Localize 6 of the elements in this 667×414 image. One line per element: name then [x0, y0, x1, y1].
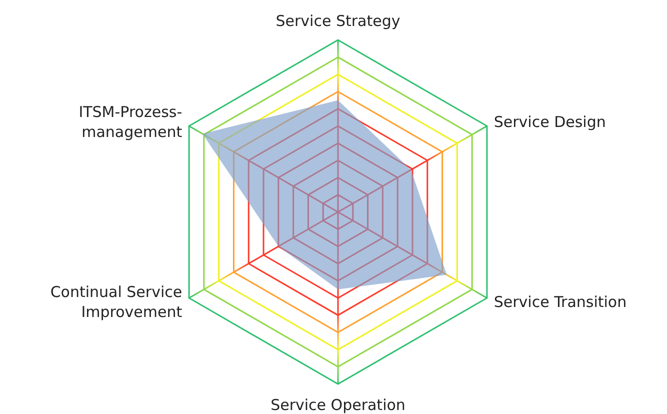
spoke-label: Service Strategy: [276, 12, 400, 30]
spoke-label: Service Design: [494, 113, 606, 131]
spoke-label: ITSM-Prozess- management: [78, 103, 182, 141]
spoke-label: Service Transition: [494, 293, 627, 311]
spoke-label: Continual Service Improvement: [50, 283, 182, 321]
spoke-label: Service Operation: [270, 396, 406, 414]
